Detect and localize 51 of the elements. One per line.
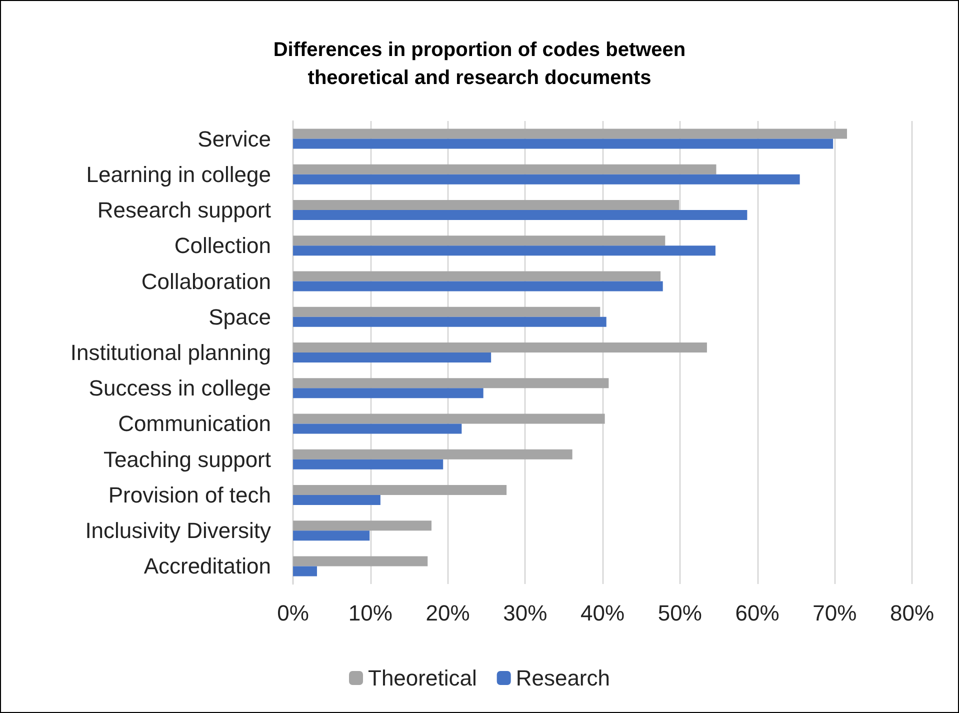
x-tick-label: 50% bbox=[658, 600, 702, 626]
y-tick-label: Institutional planning bbox=[70, 340, 271, 365]
y-tick-label: Collaboration bbox=[141, 268, 271, 294]
y-tick-label: Success in college bbox=[88, 376, 271, 401]
x-tick-label: 0% bbox=[277, 600, 309, 626]
x-tick-label: 30% bbox=[503, 600, 548, 626]
x-tick-label: 80% bbox=[890, 600, 934, 626]
bar bbox=[293, 342, 707, 352]
bar bbox=[293, 520, 432, 531]
bar bbox=[293, 174, 800, 184]
bar bbox=[293, 566, 317, 576]
y-tick-label: Service bbox=[198, 126, 271, 152]
x-tick-label: 40% bbox=[580, 600, 625, 626]
y-tick-label: Provision of tech bbox=[108, 482, 271, 508]
bar bbox=[293, 449, 572, 460]
bar bbox=[293, 378, 609, 388]
y-tick-label: Space bbox=[208, 304, 271, 330]
bar bbox=[293, 200, 680, 210]
x-tick-label: 20% bbox=[426, 600, 470, 626]
bar bbox=[293, 281, 663, 292]
bar bbox=[293, 352, 492, 362]
x-tick-label: 70% bbox=[812, 600, 857, 626]
chart-title: Differences in proportion of codes between theoretical and research documents bbox=[273, 39, 686, 89]
y-tick-label: Collection bbox=[174, 233, 271, 258]
x-tick-label: 60% bbox=[735, 600, 780, 626]
bar bbox=[293, 484, 507, 495]
y-tick-label: Research support bbox=[97, 198, 271, 223]
y-tick-label: Teaching support bbox=[103, 446, 271, 472]
bar bbox=[293, 316, 606, 327]
bar bbox=[293, 128, 848, 139]
bar bbox=[293, 556, 428, 566]
bar bbox=[293, 306, 600, 317]
bar bbox=[293, 246, 716, 256]
y-tick-label: Learning in college bbox=[86, 162, 271, 187]
bar bbox=[293, 424, 462, 434]
bar bbox=[293, 459, 444, 470]
bar bbox=[293, 388, 484, 398]
legend-label: Theoretical bbox=[368, 666, 477, 690]
x-tick-label: 10% bbox=[348, 600, 392, 626]
bar bbox=[293, 210, 748, 220]
bar bbox=[293, 530, 370, 541]
y-tick-label: Inclusivity Diversity bbox=[85, 518, 271, 544]
bar bbox=[293, 494, 380, 505]
bar bbox=[293, 236, 666, 246]
bar bbox=[293, 164, 716, 174]
bar bbox=[293, 271, 661, 282]
y-tick-label: Accreditation bbox=[144, 554, 271, 579]
bar bbox=[293, 414, 605, 424]
legend-label: Research bbox=[516, 666, 610, 690]
y-tick-label: Communication bbox=[118, 411, 271, 436]
bar bbox=[293, 138, 834, 149]
